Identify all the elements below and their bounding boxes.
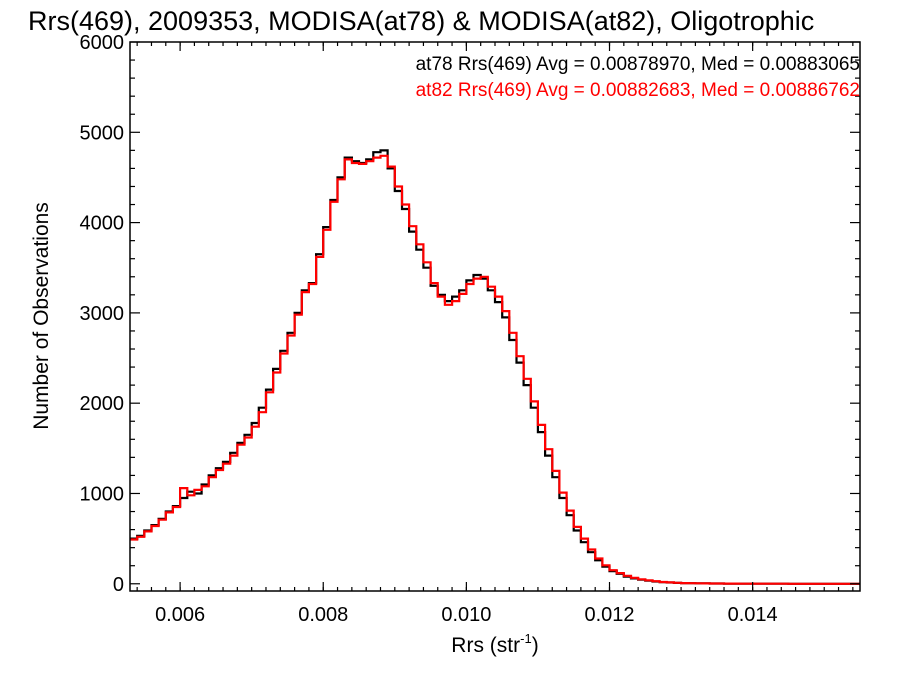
y-tick-label: 6000 <box>80 32 125 54</box>
x-axis-label: Rrs (str-1) <box>451 631 538 657</box>
x-tick-label: 0.012 <box>584 604 634 626</box>
y-tick-label: 0 <box>113 574 124 596</box>
chart-title: Rrs(469), 2009353, MODISA(at78) & MODISA… <box>28 6 814 36</box>
x-tick-label: 0.010 <box>441 604 491 626</box>
y-tick-label: 5000 <box>80 122 125 144</box>
x-tick-label: 0.006 <box>155 604 205 626</box>
y-tick-label: 2000 <box>80 393 125 415</box>
y-axis-label: Number of Observations <box>30 202 53 430</box>
tick-layer: 0.006 0.008 0.010 0.012 0.014 0 1000 2000 3000 40… <box>80 32 860 626</box>
series-layer <box>130 149 860 585</box>
y-tick-label: 3000 <box>80 303 125 325</box>
annotation-at78: at78 Rrs(469) Avg = 0.00878970, Med = 0.… <box>416 54 860 75</box>
x-tick-label: 0.014 <box>728 604 778 626</box>
x-tick-label: 0.008 <box>298 604 348 626</box>
y-tick-label: 1000 <box>80 483 125 505</box>
y-tick-label: 4000 <box>80 213 125 235</box>
x-axis-label-exponent: -1 <box>520 631 532 646</box>
series-line-1 <box>130 154 860 585</box>
annotation-at82: at82 Rrs(469) Avg = 0.00882683, Med = 0.… <box>416 80 860 101</box>
x-axis-label-main: Rrs (str <box>451 634 520 657</box>
x-axis-label-close: ) <box>532 634 539 657</box>
